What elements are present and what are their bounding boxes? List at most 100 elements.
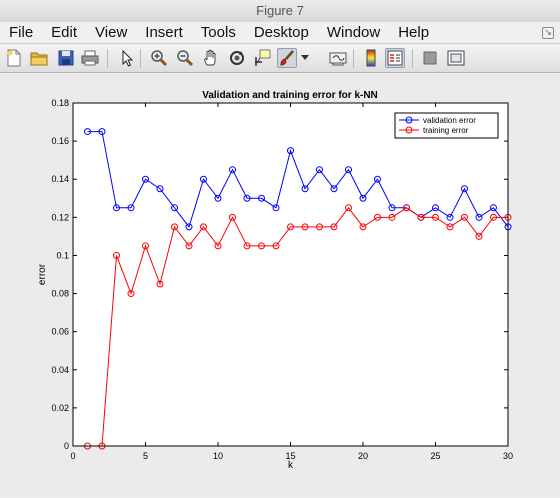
data-point[interactable] — [432, 213, 439, 221]
data-point[interactable] — [113, 251, 120, 259]
data-point[interactable] — [359, 223, 367, 231]
menu-view[interactable]: View — [95, 23, 128, 41]
legend-marker — [405, 126, 413, 134]
y-tick-label: 0 — [64, 441, 69, 451]
data-point[interactable] — [403, 204, 410, 212]
data-point[interactable] — [156, 280, 164, 288]
data-point[interactable] — [156, 185, 164, 193]
data-point[interactable] — [388, 213, 396, 221]
legend-box — [394, 112, 499, 139]
menu-bar: File Edit View Insert Tools Desktop Wind… — [0, 22, 560, 44]
data-point[interactable] — [374, 175, 381, 183]
data-point[interactable] — [171, 223, 178, 231]
zoom-in-icon[interactable] — [149, 48, 169, 68]
data-point[interactable] — [446, 223, 454, 231]
rotate-3d-icon[interactable] — [227, 48, 247, 68]
y-tick-label: 0.12 — [51, 212, 69, 222]
print-icon[interactable] — [80, 48, 100, 68]
data-point[interactable] — [214, 242, 222, 250]
data-point[interactable] — [287, 147, 294, 155]
data-point[interactable] — [345, 166, 352, 174]
y-tick-label: 0.04 — [51, 365, 69, 375]
zoom-out-icon[interactable] — [175, 48, 195, 68]
data-point[interactable] — [316, 223, 323, 231]
legend-label: training error — [423, 126, 469, 135]
menu-desktop[interactable]: Desktop — [253, 23, 309, 41]
edit-plot-arrow-icon[interactable] — [117, 48, 137, 68]
open-file-icon[interactable] — [29, 48, 49, 68]
window-title: Figure 7 — [256, 3, 304, 18]
data-point[interactable] — [200, 223, 207, 231]
link-plot-icon[interactable] — [328, 48, 348, 68]
data-point[interactable] — [243, 194, 251, 202]
hide-plot-tools-icon[interactable] — [420, 48, 440, 68]
pan-hand-icon[interactable] — [201, 48, 221, 68]
axes-frame — [72, 102, 509, 447]
data-point[interactable] — [345, 204, 352, 212]
menu-insert[interactable]: Insert — [145, 23, 183, 41]
data-point[interactable] — [461, 213, 468, 221]
y-tick-label: 0.02 — [51, 403, 69, 413]
brush-icon[interactable] — [277, 48, 297, 68]
menu-file[interactable]: File — [9, 23, 34, 41]
data-point[interactable] — [258, 242, 265, 250]
y-tick-label: 0.06 — [51, 327, 69, 337]
data-point[interactable] — [185, 242, 193, 250]
data-point[interactable] — [272, 242, 280, 250]
data-point[interactable] — [446, 213, 454, 221]
data-point[interactable] — [84, 128, 91, 136]
data-point[interactable] — [490, 213, 497, 221]
data-point[interactable] — [301, 223, 309, 231]
insert-colorbar-icon[interactable] — [361, 48, 381, 68]
data-point[interactable] — [171, 204, 178, 212]
menu-edit[interactable]: Edit — [51, 23, 78, 41]
brush-dropdown-icon[interactable] — [299, 48, 311, 68]
data-point[interactable] — [432, 204, 439, 212]
menu-window[interactable]: Window — [326, 23, 381, 41]
data-point[interactable] — [229, 166, 236, 174]
data-point[interactable] — [359, 194, 367, 202]
show-plot-tools-icon[interactable] — [446, 48, 466, 68]
dock-close-icon[interactable]: ↘ — [542, 27, 554, 39]
data-point[interactable] — [475, 213, 483, 221]
legend-label: validation error — [423, 116, 476, 125]
menu-tools[interactable]: Tools — [200, 23, 236, 41]
axes-area — [73, 103, 508, 446]
data-point[interactable] — [287, 223, 294, 231]
data-point[interactable] — [330, 223, 338, 231]
data-point[interactable] — [316, 166, 323, 174]
data-point[interactable] — [200, 175, 207, 183]
data-point[interactable] — [142, 175, 149, 183]
data-point[interactable] — [185, 223, 193, 231]
x-tick-label: 20 — [358, 451, 368, 461]
data-point[interactable] — [113, 204, 120, 212]
data-point[interactable] — [301, 185, 309, 193]
data-point[interactable] — [330, 185, 338, 193]
data-point[interactable] — [374, 213, 381, 221]
data-point[interactable] — [142, 242, 149, 250]
data-point[interactable] — [417, 213, 425, 221]
data-point[interactable] — [214, 194, 222, 202]
data-point[interactable] — [127, 204, 135, 212]
x-tick-label: 30 — [503, 451, 513, 461]
data-point[interactable] — [272, 204, 280, 212]
data-cursor-icon[interactable] — [253, 48, 273, 68]
data-point[interactable] — [229, 213, 236, 221]
figure-canvas[interactable]: Validation and training error for k-NN 0… — [0, 73, 560, 493]
window-titlebar: Figure 7 — [0, 0, 560, 23]
data-point[interactable] — [243, 242, 251, 250]
data-point[interactable] — [475, 232, 483, 240]
data-point[interactable] — [127, 290, 135, 298]
menu-help[interactable]: Help — [398, 23, 430, 41]
data-point[interactable] — [490, 204, 497, 212]
new-figure-icon[interactable] — [4, 48, 24, 68]
save-icon[interactable] — [56, 48, 76, 68]
data-point[interactable] — [461, 185, 468, 193]
plot-svg: Validation and training error for k-NN 0… — [37, 90, 513, 471]
data-point[interactable] — [98, 128, 106, 136]
data-point[interactable] — [388, 204, 396, 212]
data-point[interactable] — [258, 194, 265, 202]
x-tick-label: 15 — [285, 451, 295, 461]
insert-legend-icon[interactable] — [385, 48, 405, 68]
